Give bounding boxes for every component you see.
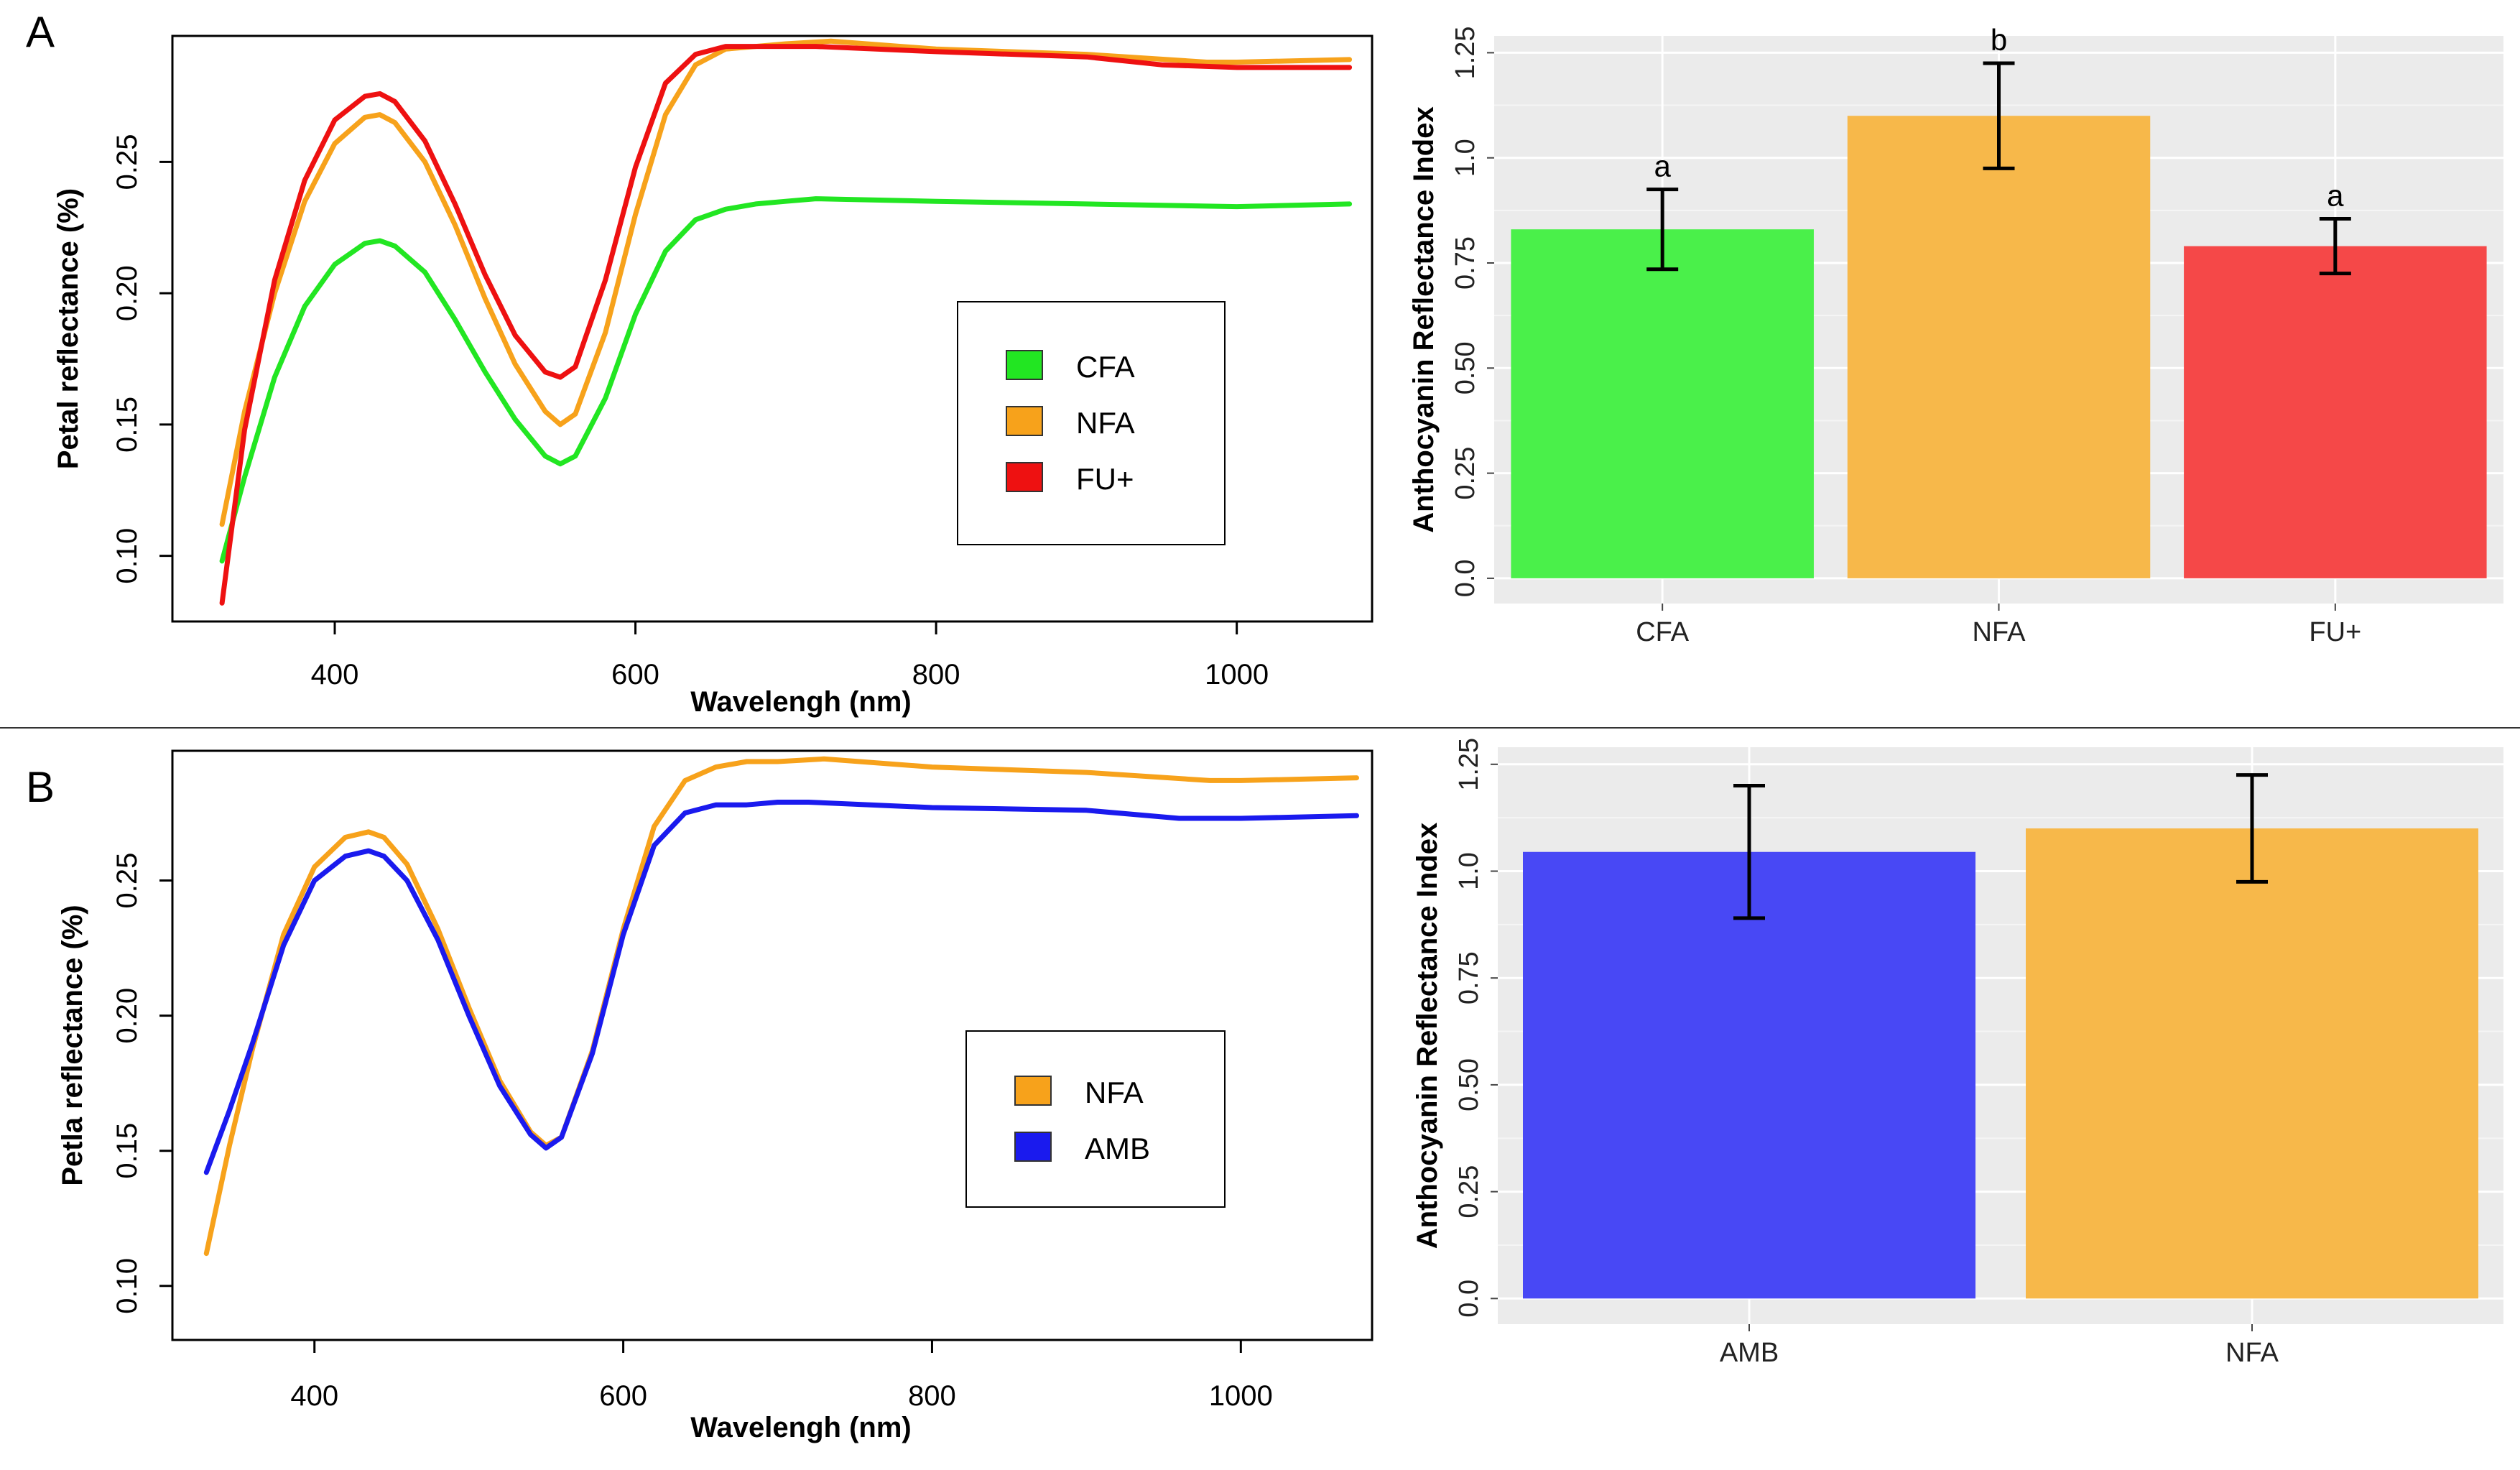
x-tick-label: CFA (1636, 617, 1690, 647)
y-tick-label: 0.15 (111, 1123, 143, 1179)
y-tick-label: 0.25 (1450, 447, 1481, 500)
legend-label: AMB (1085, 1132, 1150, 1165)
chart-a-spectra: 400 600 800 1000 0.10 0.15 0.20 0.25 Wavelengh (… (52, 34, 1374, 718)
y-tick-label: 1.0 (1454, 852, 1484, 890)
bar-fuplus (2184, 246, 2487, 578)
y-tick-label: 0.0 (1450, 559, 1481, 597)
legend-swatch (1006, 462, 1043, 492)
bar-nfa (2026, 828, 2478, 1299)
y-tick-label: 0.10 (111, 528, 143, 584)
x-tick-label: 600 (599, 1380, 647, 1412)
x-tick-label: 1000 (1209, 1380, 1273, 1412)
series-line-amb (203, 800, 1359, 1175)
chart-a-ari-bars: 0.0 0.25 0.50 0.75 1.0 1.25 a CFA b NFA a FU+ Anthoc… (1408, 23, 2503, 647)
x-tick-label: 600 (611, 659, 659, 690)
legend-label: NFA (1085, 1076, 1144, 1109)
y-tick-label: 0.75 (1450, 236, 1481, 290)
legend-label: NFA (1076, 406, 1135, 440)
legend-box (957, 301, 1226, 545)
legend-swatch (1006, 350, 1043, 380)
y-tick-label: 0.25 (111, 134, 143, 190)
x-tick-label: 400 (290, 1380, 338, 1412)
y-axis-title: Anthocyanin Reflectance Index (1408, 106, 1440, 532)
significance-label: a (2327, 179, 2344, 213)
legend-label: FU+ (1076, 462, 1134, 496)
x-tick-label: 1000 (1205, 659, 1269, 690)
y-tick-label: 0.20 (111, 265, 143, 321)
series-line-fuplus (219, 44, 1353, 606)
y-tick-label: 0.10 (111, 1258, 143, 1314)
panel-letter-b: B (26, 763, 55, 811)
y-tick-label: 0.0 (1454, 1280, 1484, 1318)
y-tick-label: 1.25 (1454, 738, 1484, 791)
series-line-nfa (219, 38, 1353, 527)
x-tick-label: AMB (1720, 1338, 1779, 1368)
x-tick-label: 800 (908, 1380, 956, 1412)
x-axis-title: Wavelengh (nm) (690, 686, 911, 718)
y-tick-label: 0.20 (111, 988, 143, 1044)
x-tick-label: 800 (912, 659, 960, 690)
bar-nfa (1847, 116, 2151, 578)
y-tick-label: 0.50 (1450, 341, 1481, 394)
y-tick-label: 0.50 (1454, 1058, 1484, 1111)
chart-b-spectra: 400 600 800 1000 0.10 0.15 0.20 0.25 Wavelengh (… (57, 749, 1374, 1443)
y-tick-label: 0.15 (111, 397, 143, 453)
x-tick-label: FU+ (2309, 617, 2361, 647)
significance-label: b (1991, 23, 2007, 57)
x-tick-label: 400 (311, 659, 359, 690)
series-line-cfa (219, 196, 1353, 564)
legend-swatch (1006, 406, 1043, 436)
panel-letter-a: A (26, 8, 55, 56)
plot-frame (171, 34, 1374, 623)
x-axis-title: Wavelengh (nm) (690, 1412, 911, 1443)
y-tick-label: 0.25 (111, 853, 143, 909)
bar-amb (1523, 851, 1975, 1299)
y-axis-title: Anthocyanin Reflectance Index (1412, 823, 1443, 1249)
bar-cfa (1511, 229, 1814, 578)
y-tick-label: 1.25 (1450, 26, 1481, 79)
x-tick-label: NFA (2225, 1338, 2279, 1368)
x-tick-label: NFA (1973, 617, 2026, 647)
y-axis-title: Petal reflectance (%) (52, 188, 84, 469)
y-tick-label: 0.25 (1454, 1165, 1484, 1219)
y-axis-title: Petla reflectance (%) (57, 905, 88, 1185)
significance-label: a (1654, 149, 1671, 183)
y-tick-label: 1.0 (1450, 139, 1481, 177)
legend-box (965, 1030, 1226, 1208)
legend-label: CFA (1076, 350, 1135, 384)
y-tick-label: 0.75 (1454, 951, 1484, 1004)
chart-b-ari-bars: 0.0 0.25 0.50 0.75 1.0 1.25 AMB NFA Anthocyanin … (1412, 738, 2503, 1368)
legend-swatch (1014, 1132, 1052, 1162)
legend-swatch (1014, 1076, 1052, 1106)
plot-frame (171, 749, 1374, 1341)
